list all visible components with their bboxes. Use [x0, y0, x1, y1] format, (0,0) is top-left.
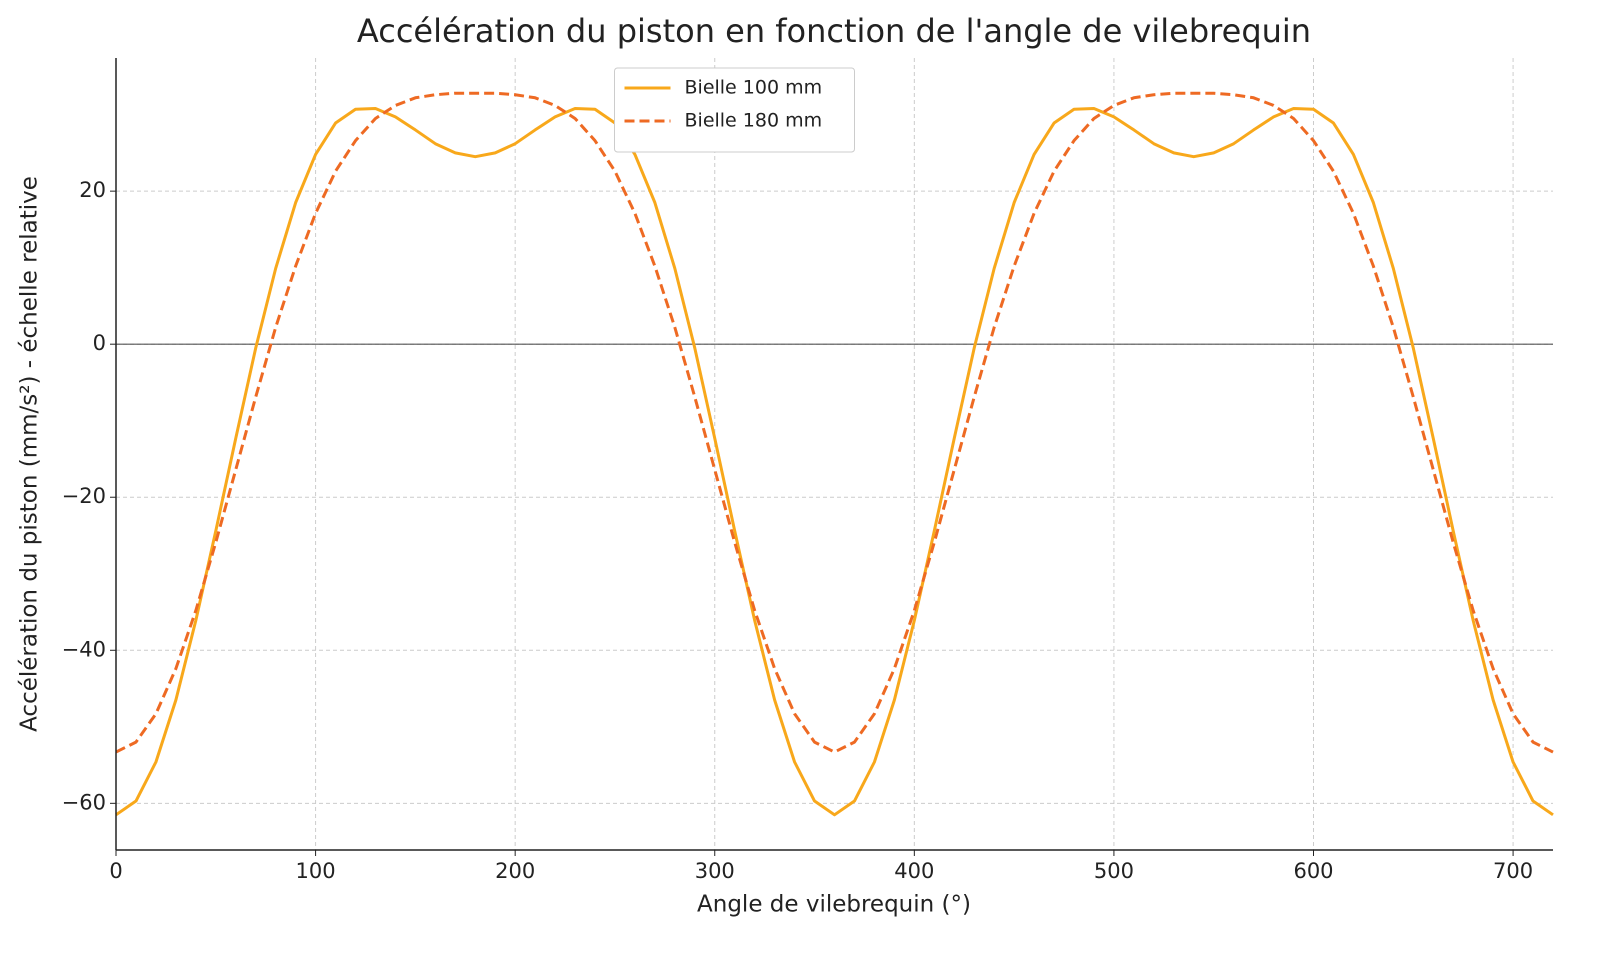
legend-label: Bielle 100 mm — [685, 77, 823, 99]
chart-title: Accélération du piston en fonction de l'… — [357, 12, 1311, 50]
series-line — [115, 91, 1554, 754]
x-axis-label: Angle de vilebrequin (°) — [697, 892, 971, 918]
y-tick-label: −40 — [62, 637, 106, 661]
y-axis-label: Accélération du piston (mm/s²) - échelle… — [17, 176, 43, 732]
x-tick-label: 200 — [495, 859, 535, 883]
legend-box — [614, 67, 855, 153]
legend-label: Bielle 180 mm — [685, 110, 823, 132]
x-tick-label: 700 — [1493, 859, 1533, 883]
x-tick-label: 100 — [296, 859, 336, 883]
y-tick-label: 20 — [79, 178, 106, 202]
y-tick-label: −60 — [62, 790, 106, 814]
x-tick-label: 400 — [894, 859, 934, 883]
y-tick-label: 0 — [93, 331, 106, 355]
x-tick-label: 500 — [1094, 859, 1134, 883]
legend: Bielle 100 mm Bielle 180 mm — [614, 67, 855, 153]
x-tick-label: 600 — [1293, 859, 1333, 883]
series-line — [115, 107, 1554, 817]
x-tick-label: 0 — [109, 859, 122, 883]
y-tick-label: −20 — [62, 484, 106, 508]
x-tick-label: 300 — [695, 859, 735, 883]
